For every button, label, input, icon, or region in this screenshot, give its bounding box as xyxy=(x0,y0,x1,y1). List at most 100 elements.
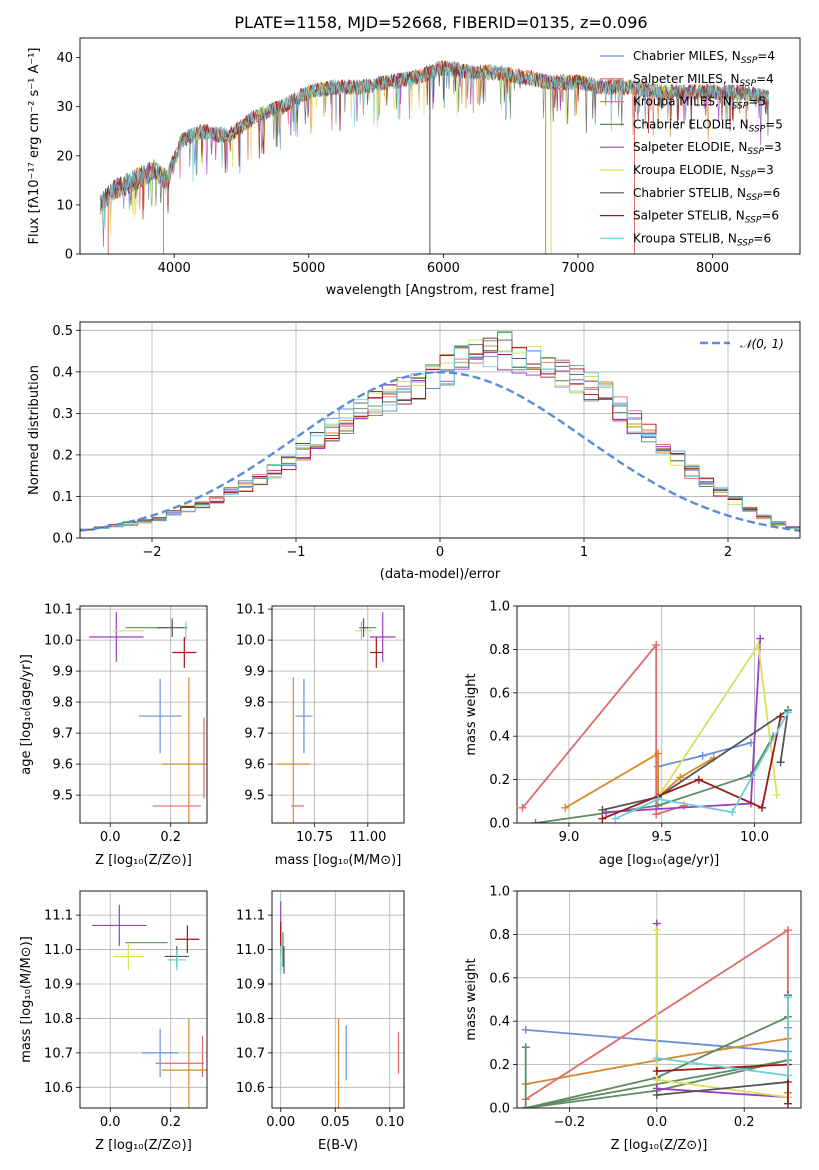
y-tick-label: 0 xyxy=(65,248,73,263)
legend-label-text: Salpeter STELIB, N xyxy=(633,209,745,223)
legend-label-text: Kroupa STELIB, N xyxy=(633,231,737,245)
weight-vs-Z-plot-area xyxy=(521,919,792,1108)
y-tick-label: 30 xyxy=(56,100,73,115)
y-tick-label: 9.5 xyxy=(52,789,73,804)
y-axis-label: age [log₁₀(age/yr)] xyxy=(19,654,34,775)
x-tick-label: 0.0 xyxy=(646,1115,667,1130)
x-tick-label: 8000 xyxy=(696,261,729,276)
weight-line xyxy=(602,716,782,820)
weight-marker xyxy=(772,790,781,799)
mass-vs-Z-plot-area xyxy=(92,904,207,1108)
legend-label-sub: SSP xyxy=(740,170,757,180)
legend-label: 𝒩(0, 1) xyxy=(740,337,784,351)
axes-frame xyxy=(79,37,801,255)
x-tick-label: 0 xyxy=(436,545,444,560)
x-axis-label: Z [log₁₀(Z/Z⊙)] xyxy=(95,853,192,868)
residuals-panel: −2 −1 0 1 2 0.0 0.1 0.2 0.3 0.4 0.5 (data-model)/er… xyxy=(27,321,801,582)
age-vs-mass-grid xyxy=(272,606,404,823)
y-tick-label: 0.1 xyxy=(52,490,73,505)
weight-marker xyxy=(652,1075,661,1084)
y-tick-label: 1.0 xyxy=(489,600,510,615)
y-axis-label: Normed distribution xyxy=(27,365,42,495)
y-tick-label: 0.8 xyxy=(489,643,510,658)
weight-marker xyxy=(531,819,540,823)
legend-label-sub: SSP xyxy=(737,238,754,248)
legend-label-text: Chabrier STELIB, N xyxy=(633,186,746,200)
legend-label: Kroupa ELODIE, NSSP=3 xyxy=(633,163,774,180)
legend-label-text: Salpeter MILES, N xyxy=(633,72,740,86)
x-tick-label: 1 xyxy=(580,545,588,560)
y-tick-label: 9.8 xyxy=(52,696,73,711)
y-tick-label: 11.0 xyxy=(44,943,73,958)
mass-vs-Z-grid xyxy=(80,891,207,1108)
legend-label: Salpeter STELIB, NSSP=6 xyxy=(633,209,779,226)
weight-marker xyxy=(728,808,737,817)
weight-marker xyxy=(652,1054,661,1063)
x-axis-label: mass [log₁₀(M/M⊙)] xyxy=(275,853,402,868)
y-tick-label: 0.0 xyxy=(52,532,73,547)
y-tick-label: 10 xyxy=(56,198,73,213)
weight-marker xyxy=(784,708,793,717)
y-tick-label: 9.8 xyxy=(244,696,265,711)
mass-vs-Z-panel: 0.0 0.2 10.6 10.7 10.8 10.9 11.0 11.1 Z [log₁₀(Z… xyxy=(19,890,208,1153)
y-tick-label: 0.0 xyxy=(489,817,510,832)
x-tick-label: 0.10 xyxy=(375,1115,404,1130)
x-tick-label: 11.00 xyxy=(349,830,386,845)
x-tick-label: 7000 xyxy=(561,261,594,276)
axes-frame xyxy=(79,890,208,1109)
x-tick-label: 0.2 xyxy=(160,830,181,845)
x-tick-label: 2 xyxy=(724,545,732,560)
legend-label: Chabrier MILES, NSSP=4 xyxy=(633,49,775,66)
weight-line xyxy=(655,923,788,1099)
weight-marker xyxy=(758,803,767,812)
weight-marker xyxy=(652,1090,661,1099)
x-tick-label: 0.0 xyxy=(100,1115,121,1130)
weight-vs-age-plot-area xyxy=(518,634,793,823)
y-axis-label: mass weight xyxy=(464,673,479,755)
axes-frame xyxy=(516,890,802,1109)
y-tick-label: 9.6 xyxy=(244,758,265,773)
weight-marker xyxy=(521,1043,530,1052)
weight-marker xyxy=(652,810,661,819)
y-tick-label: 9.6 xyxy=(52,758,73,773)
y-tick-label: 10.1 xyxy=(236,603,265,618)
y-tick-label: 10.1 xyxy=(44,603,73,618)
weight-marker xyxy=(652,641,661,650)
x-tick-label: 4000 xyxy=(158,261,191,276)
legend-label: Chabrier ELODIE, NSSP=5 xyxy=(633,117,783,134)
legend-label-text: Kroupa MILES, N xyxy=(633,95,732,109)
weight-marker xyxy=(698,751,707,760)
legend-label-suffix: =4 xyxy=(757,49,775,63)
y-tick-label: 10.9 xyxy=(44,978,73,993)
x-tick-label: 6000 xyxy=(427,261,460,276)
y-tick-label: 10.8 xyxy=(236,1012,265,1027)
y-tick-label: 10.6 xyxy=(236,1081,265,1096)
histogram-step xyxy=(80,345,800,538)
y-tick-label: 0.4 xyxy=(52,365,73,380)
x-tick-label: 10.75 xyxy=(296,830,333,845)
x-tick-label: −0.2 xyxy=(554,1115,586,1130)
weight-line xyxy=(615,711,789,820)
weight-marker xyxy=(598,814,607,823)
axes-frame xyxy=(271,890,405,1109)
x-tick-label: 0.00 xyxy=(266,1115,295,1130)
weight-marker xyxy=(611,814,620,823)
y-tick-label: 0.2 xyxy=(489,1058,510,1073)
legend-label-suffix: =4 xyxy=(756,72,774,86)
legend-label-suffix: =6 xyxy=(753,231,771,245)
weight-marker xyxy=(776,758,785,767)
legend-label-text: Chabrier ELODIE, N xyxy=(633,117,749,131)
weight-marker xyxy=(783,1099,792,1108)
age-vs-Z-plot-area xyxy=(89,612,207,823)
axes-frame xyxy=(516,605,802,824)
weight-marker xyxy=(694,775,703,784)
weight-marker xyxy=(598,805,607,814)
x-tick-label: 9.0 xyxy=(559,830,580,845)
legend-label: Chabrier STELIB, NSSP=6 xyxy=(633,186,780,203)
x-axis-label: Z [log₁₀(Z/Z⊙)] xyxy=(95,1138,192,1153)
age-vs-mass-panel: 10.75 11.00 9.5 9.6 9.7 9.8 9.9 10.0 10.1 mass [l… xyxy=(236,603,405,868)
legend-label-suffix: =5 xyxy=(748,95,766,109)
y-tick-label: 10.9 xyxy=(236,978,265,993)
y-tick-label: 0.2 xyxy=(52,448,73,463)
